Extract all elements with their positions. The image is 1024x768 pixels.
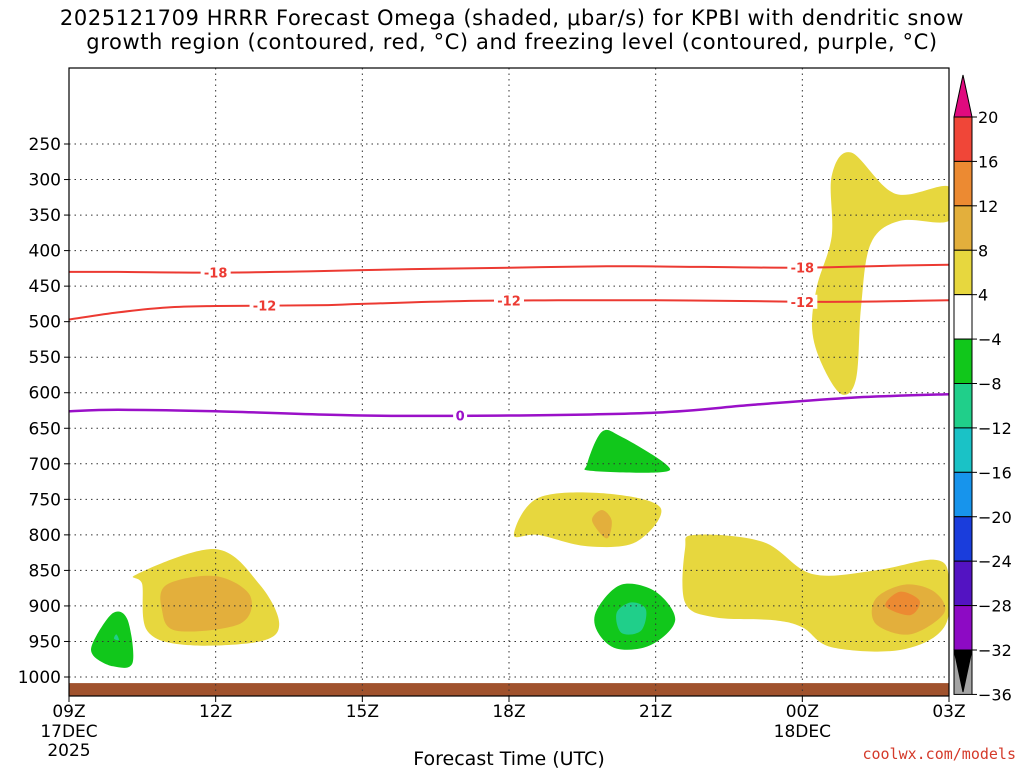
colorbar-label: −32 <box>978 641 1012 660</box>
y-tick-label: 350 <box>29 206 61 226</box>
shade-sink-4to8-left-small <box>91 611 134 668</box>
contour-label-bg <box>494 293 524 308</box>
contour-label: -12 <box>791 296 815 311</box>
y-tick-label: 300 <box>29 171 61 191</box>
colorbar-box <box>953 560 973 607</box>
y-tick-label: 550 <box>29 348 61 368</box>
contour-freezing-line <box>69 392 949 418</box>
y-tick-label: 800 <box>29 526 61 546</box>
contour-label: 0 <box>456 409 465 424</box>
credit-text: coolwx.com/models <box>862 745 1016 763</box>
colorbar-box <box>953 116 973 162</box>
colorbar-label: −36 <box>978 685 1012 704</box>
colorbar-box <box>953 160 973 207</box>
x-tick-sublabel: 17DEC <box>40 722 97 742</box>
colorbar-label: −12 <box>978 419 1012 438</box>
x-tick-sublabel: 2025 <box>47 741 90 761</box>
colorbar-box <box>953 605 973 651</box>
y-tick-label: 400 <box>29 242 61 262</box>
y-tick-label: 250 <box>29 135 61 155</box>
x-tick-label: 21Z <box>639 702 672 722</box>
x-tick-sublabel: 18DEC <box>774 722 831 742</box>
contour-label: -18 <box>791 262 815 277</box>
colorbar-bottom-arrow <box>953 649 973 693</box>
colorbar-label: 8 <box>978 241 988 260</box>
colorbar-label: 4 <box>978 286 988 305</box>
x-tick-label: 00Z <box>786 702 819 722</box>
shade-uplift-4to8-right-tall <box>811 152 949 395</box>
contour-label-bg <box>787 260 818 275</box>
colorbar-box <box>953 471 973 518</box>
colorbar-box <box>953 427 973 473</box>
y-tick-label: 500 <box>29 313 61 333</box>
colorbar-label: −28 <box>978 597 1012 616</box>
y-tick-label: 1000 <box>18 668 61 688</box>
shade-uplift-12to16-right-low <box>885 591 920 616</box>
colorbar-box <box>953 249 973 296</box>
shade-uplift-8to12-midupper <box>592 510 612 539</box>
shade-sink-4to8-mid-high <box>584 429 671 473</box>
colorbar-label: 20 <box>978 108 998 127</box>
y-tick-label: 850 <box>29 561 61 581</box>
contour-label: -12 <box>497 295 521 310</box>
colorbar-label: 16 <box>978 152 998 171</box>
contour-label-bg <box>249 298 280 313</box>
y-tick-label: 750 <box>29 490 61 510</box>
y-tick-label: 600 <box>29 384 61 404</box>
colorbar-box <box>953 338 973 385</box>
colorbar-label: −20 <box>978 508 1012 527</box>
contour-dendritic-line <box>69 263 949 274</box>
shade-uplift-8to12-left <box>160 575 252 632</box>
colorbar-label: −24 <box>978 552 1012 571</box>
x-tick-label: 09Z <box>52 702 85 722</box>
contour-label-bg <box>453 408 468 423</box>
colorbar-label: 12 <box>978 197 998 216</box>
x-tick-label: 12Z <box>199 702 232 722</box>
colorbar-label: −8 <box>978 375 1002 394</box>
colorbar-box <box>953 383 973 429</box>
contour-label-bg <box>787 294 818 309</box>
chart-title: 2025121709 HRRR Forecast Omega (shaded, … <box>59 6 965 54</box>
y-tick-label: 650 <box>29 419 61 439</box>
x-tick-label: 03Z <box>932 702 965 722</box>
colorbar-box <box>953 294 973 340</box>
shade-uplift-4to8-midupper <box>513 492 662 548</box>
y-tick-label: 900 <box>29 597 61 617</box>
contour-label-bg <box>200 265 231 280</box>
shade-sink-8to12-mid-low <box>616 602 647 635</box>
x-axis-title: Forecast Time (UTC) <box>413 748 604 768</box>
y-tick-label: 450 <box>29 277 61 297</box>
y-tick-label: 950 <box>29 632 61 652</box>
colorbar-label: −4 <box>978 330 1002 349</box>
contour-label: -18 <box>204 267 228 282</box>
x-tick-label: 18Z <box>492 702 525 722</box>
colorbar-label: −16 <box>978 463 1012 482</box>
contour-label: -12 <box>253 300 277 315</box>
colorbar-top-arrow <box>953 74 973 118</box>
x-tick-label: 15Z <box>346 702 379 722</box>
shade-sink-8to12-left-small <box>113 634 119 641</box>
colorbar-box <box>953 516 973 562</box>
y-tick-label: 700 <box>29 455 61 475</box>
colorbar-box <box>953 205 973 251</box>
